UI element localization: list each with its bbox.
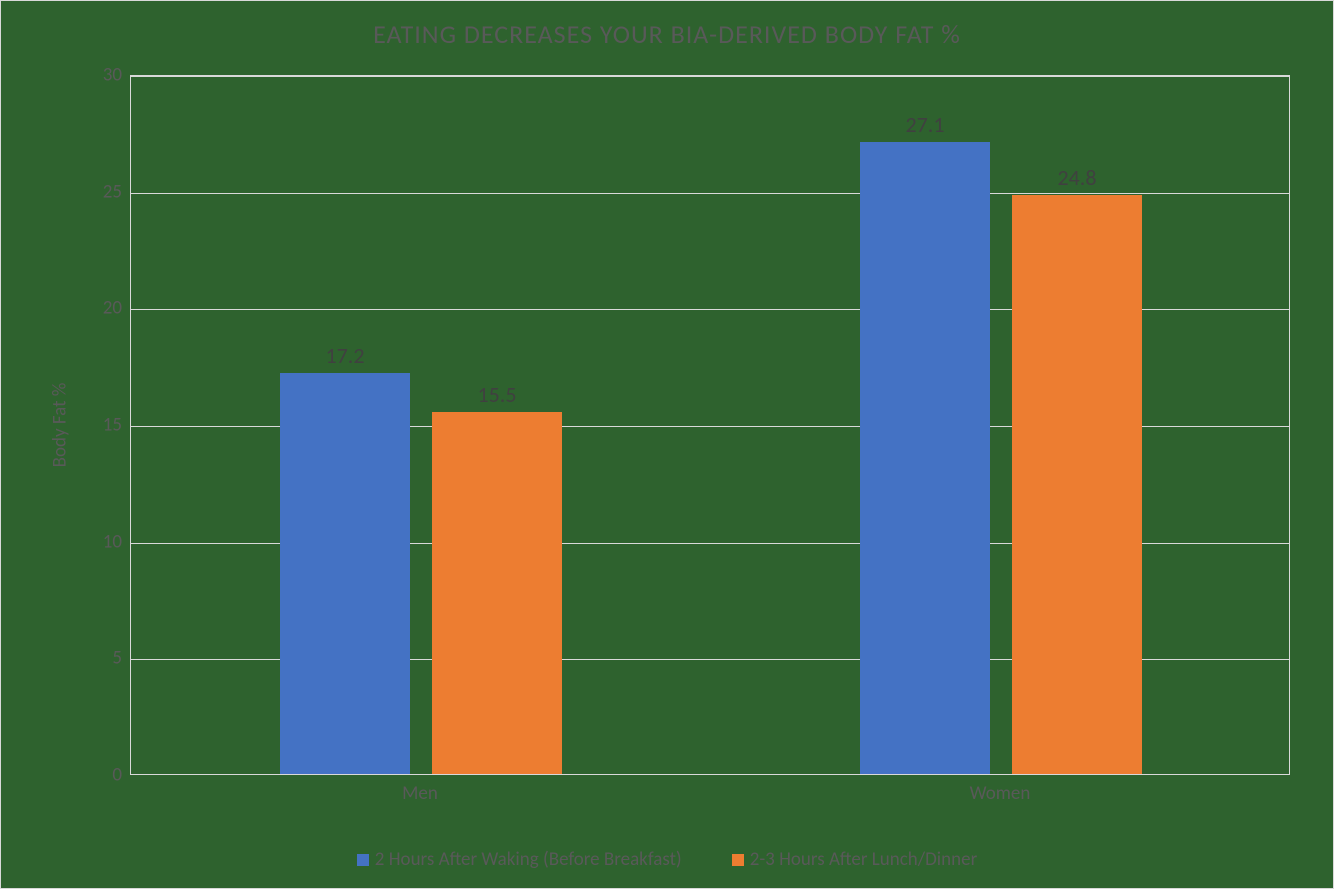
y-tick-label: 30 bbox=[82, 64, 122, 87]
bar bbox=[280, 373, 410, 774]
legend-label-series-2: 2-3 Hours After Lunch/Dinner bbox=[750, 848, 978, 871]
legend: 2 Hours After Waking (Before Breakfast) … bbox=[0, 848, 1334, 871]
legend-swatch-series-2 bbox=[732, 854, 744, 866]
y-tick-label: 15 bbox=[82, 414, 122, 437]
gridline bbox=[131, 76, 1289, 77]
legend-item-series-2: 2-3 Hours After Lunch/Dinner bbox=[732, 848, 978, 871]
y-tick-label: 20 bbox=[82, 297, 122, 320]
y-tick-label: 10 bbox=[82, 530, 122, 553]
legend-item-series-1: 2 Hours After Waking (Before Breakfast) bbox=[357, 848, 682, 871]
data-label: 17.2 bbox=[325, 342, 364, 369]
y-tick-label: 0 bbox=[82, 764, 122, 787]
chart-title: EATING DECREASES YOUR BIA-DERIVED BODY F… bbox=[0, 18, 1334, 50]
bar bbox=[1012, 195, 1142, 774]
x-category-label: Men bbox=[402, 782, 438, 805]
chart-container: EATING DECREASES YOUR BIA-DERIVED BODY F… bbox=[0, 0, 1334, 889]
bar bbox=[860, 142, 990, 774]
y-axis-title: Body Fat % bbox=[49, 383, 72, 468]
x-category-label: Women bbox=[970, 782, 1031, 805]
y-tick-label: 25 bbox=[82, 180, 122, 203]
gridline bbox=[131, 193, 1289, 194]
legend-swatch-series-1 bbox=[357, 854, 369, 866]
data-label: 15.5 bbox=[477, 381, 516, 408]
plot-area: 17.2 15.5 27.1 24.8 bbox=[130, 75, 1290, 775]
y-tick-label: 5 bbox=[82, 647, 122, 670]
legend-label-series-1: 2 Hours After Waking (Before Breakfast) bbox=[375, 848, 682, 871]
data-label: 24.8 bbox=[1057, 164, 1096, 191]
bar bbox=[432, 412, 562, 774]
data-label: 27.1 bbox=[905, 111, 944, 138]
